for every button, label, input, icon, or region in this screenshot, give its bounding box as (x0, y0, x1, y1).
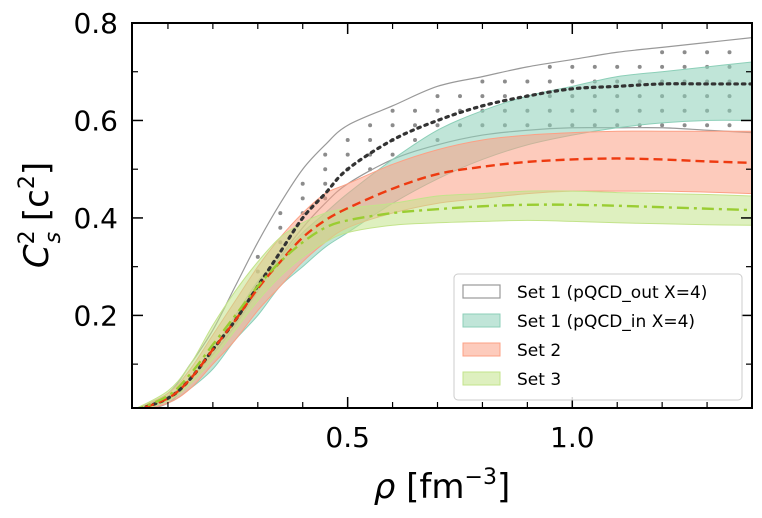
legend-swatch (462, 371, 501, 386)
band-dot (390, 108, 395, 113)
band-dot (368, 138, 373, 142)
legend-swatch (462, 342, 501, 357)
y-axis-unit-open: [c (17, 189, 57, 232)
band-dot (278, 225, 283, 230)
plot-frame (131, 22, 753, 409)
band-dot (660, 50, 665, 55)
y-tick-label: 0.2 (73, 299, 118, 332)
band-dot (480, 79, 485, 84)
legend-label: Set 2 (517, 341, 561, 361)
band-dot (323, 152, 328, 157)
legend-box (453, 273, 743, 401)
x-axis-var: ρ (374, 467, 396, 507)
chart-bands (135, 37, 752, 408)
legend-label: Set 1 (pQCD_out X=4) (517, 283, 707, 303)
band-dot (547, 64, 552, 69)
band-dot (570, 79, 575, 84)
band-dot (570, 64, 575, 69)
median-line-set-3 (137, 203, 752, 408)
y-axis-var: C (17, 244, 57, 268)
chart-median-lines (137, 82, 752, 408)
legend-label: Set 3 (517, 370, 561, 390)
band-dot (413, 108, 417, 113)
band-dot (705, 50, 710, 55)
band-dot (682, 123, 687, 128)
band-dot (435, 123, 440, 128)
x-axis-unit-sup: −3 (465, 465, 497, 490)
legend-entry-set-1-pqcd-out-x-4: Set 1 (pQCD_out X=4) (462, 283, 707, 303)
y-axis-unit-sup: 2 (15, 175, 40, 189)
band-dot (368, 123, 373, 128)
band-dot (727, 50, 732, 55)
svg-text:C2s [c2]: C2s [c2] (15, 162, 66, 268)
band-dot (660, 123, 665, 128)
band-dot (390, 152, 395, 157)
band-dot (413, 123, 417, 128)
legend: Set 1 (pQCD_out X=4) Set 1 (pQCD_in X=4) S… (453, 273, 743, 401)
band-dot (323, 181, 328, 186)
legend-swatch (462, 284, 501, 299)
band-dot (682, 50, 687, 55)
chart-ticks: 0.5 1.0 0.2 0.4 0.6 0.8 (73, 7, 753, 454)
band-dot (502, 79, 507, 84)
band-dot (413, 138, 417, 142)
band-dot (435, 94, 440, 99)
legend-entry-set-1-pqcd-in-x-4: Set 1 (pQCD_in X=4) (462, 312, 695, 332)
band-dot (705, 123, 710, 128)
legend-label: Set 1 (pQCD_in X=4) (517, 312, 695, 332)
band-dot (637, 64, 642, 69)
x-tick-label: 1.0 (550, 421, 595, 454)
y-tick-label: 0.4 (73, 202, 118, 235)
median-line-set-2 (138, 157, 752, 408)
y-tick-label: 0.8 (73, 7, 118, 40)
y-axis-title: C2s [c2] (15, 162, 66, 268)
band-dot (458, 94, 462, 99)
band-dot (525, 79, 530, 84)
band-dot (390, 123, 395, 128)
band-dot (345, 152, 350, 157)
x-axis-unit-close: ] (497, 467, 510, 507)
x-tick-label: 0.5 (325, 421, 370, 454)
band-dot (300, 181, 305, 186)
y-axis-unit-close: ] (17, 162, 57, 175)
band-dot (480, 94, 485, 99)
x-axis-unit-open: [fm (395, 467, 464, 507)
legend-entry-set-2: Set 2 (462, 341, 561, 361)
band-dot (660, 64, 665, 69)
band-dot (682, 64, 687, 69)
band-dot (435, 108, 440, 113)
band-dot (255, 254, 260, 259)
band-set-3 (135, 190, 752, 408)
band-dot (615, 64, 620, 69)
band-dot (502, 94, 507, 99)
band-dot (727, 123, 732, 128)
band-dot (323, 167, 328, 172)
legend-swatch (462, 313, 501, 328)
band-dot (547, 79, 552, 84)
x-axis-title: ρ [fm−3] (374, 465, 510, 507)
band-dot (300, 196, 305, 201)
legend-entry-set-3: Set 3 (462, 370, 561, 390)
band-dot (278, 211, 283, 216)
y-axis-sup: 2 (15, 230, 40, 244)
y-axis-sub: s (41, 232, 66, 243)
band-dot (345, 138, 350, 142)
band-dot (592, 64, 597, 69)
y-tick-label: 0.6 (73, 104, 118, 137)
